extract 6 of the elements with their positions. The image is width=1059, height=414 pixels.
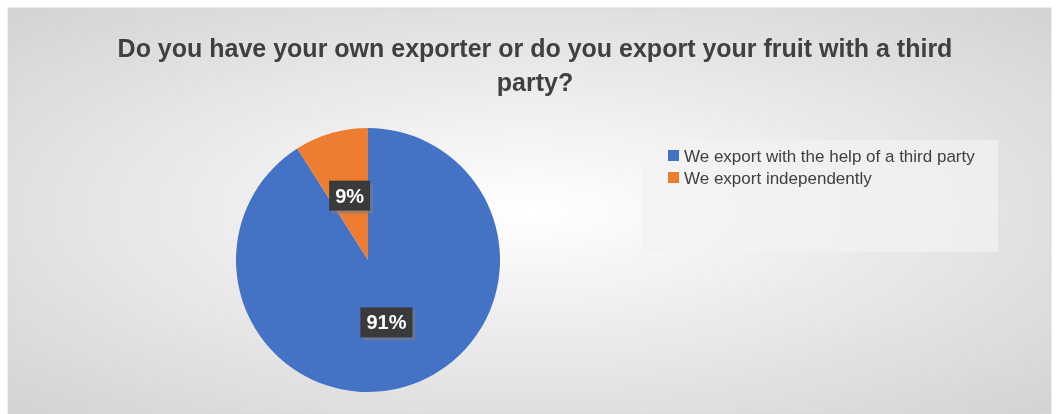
legend-label: We export independently <box>684 169 873 188</box>
chart-title: Do you have your own exporter or do you export your fruit with a third party? <box>117 34 953 96</box>
data-label: 9% <box>335 184 365 207</box>
data-label: 91% <box>366 311 407 334</box>
pie-slice <box>236 128 500 392</box>
legend-label: We export with the help of a third party <box>684 147 976 166</box>
